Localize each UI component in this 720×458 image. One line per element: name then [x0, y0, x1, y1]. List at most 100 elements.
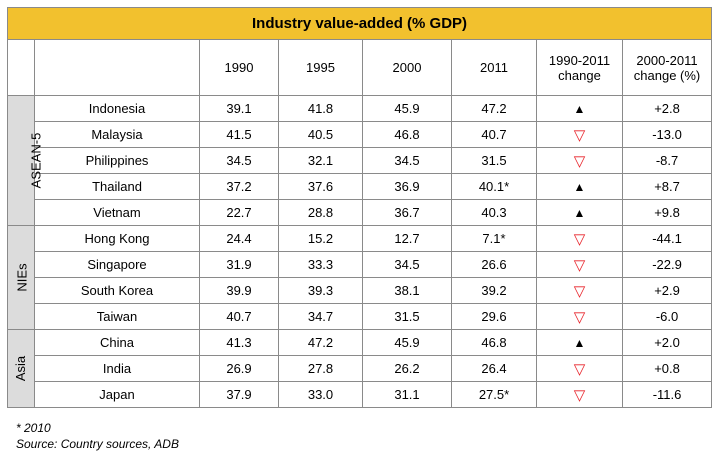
table-row: Asia China 41.3 47.2 45.9 46.8 ▲ +2.0	[7, 329, 713, 408]
down-triangle-icon: ▽	[536, 251, 623, 278]
down-triangle-icon: ▽	[536, 121, 623, 148]
value-cell: 24.4	[199, 225, 279, 252]
value-cell: 36.7	[362, 199, 452, 226]
value-cell: 34.7	[278, 303, 363, 330]
up-triangle-icon: ▲	[536, 95, 623, 122]
country-cell: Vietnam	[34, 199, 200, 226]
country-cell: Japan	[34, 381, 200, 408]
country-cell: India	[34, 355, 200, 382]
header-row: 1990 1995 2000 2011 1990-2011 change 200…	[7, 39, 713, 96]
column-header: 2000	[362, 39, 452, 96]
value-cell: 40.5	[278, 121, 363, 148]
country-cell: Malaysia	[34, 121, 200, 148]
table-row: India 26.9 27.8 26.2 26.4 ▽ +0.8	[8, 355, 713, 382]
country-cell: Singapore	[34, 251, 200, 278]
value-cell: 31.5	[362, 303, 452, 330]
value-cell: 39.3	[278, 277, 363, 304]
down-triangle-icon: ▽	[536, 147, 623, 174]
column-header: 1995	[278, 39, 363, 96]
value-cell: 27.8	[278, 355, 363, 382]
country-cell: Philippines	[34, 147, 200, 174]
value-cell: 40.3	[451, 199, 537, 226]
table-row: South Korea 39.9 39.3 38.1 39.2 ▽ +2.9	[8, 277, 713, 304]
group-cell: NIEs	[7, 225, 35, 330]
column-header: 1990	[199, 39, 279, 96]
value-cell: 31.9	[199, 251, 279, 278]
header-blank	[34, 39, 200, 96]
up-triangle-icon: ▲	[536, 199, 623, 226]
table-row: Philippines 34.5 32.1 34.5 31.5 ▽ -8.7	[8, 147, 713, 174]
value-cell: 22.7	[199, 199, 279, 226]
table-row: Thailand 37.2 37.6 36.9 40.1* ▲ +8.7	[8, 173, 713, 200]
value-cell: 31.1	[362, 381, 452, 408]
table-row: Singapore 31.9 33.3 34.5 26.6 ▽ -22.9	[8, 251, 713, 278]
value-cell: 45.9	[362, 329, 452, 356]
value-cell: 31.5	[451, 147, 537, 174]
down-triangle-icon: ▽	[536, 355, 623, 382]
value-cell: 27.5*	[451, 381, 537, 408]
value-cell: 47.2	[278, 329, 363, 356]
up-triangle-icon: ▲	[536, 173, 623, 200]
value-cell: 34.5	[199, 147, 279, 174]
group-label: NIEs	[14, 263, 30, 292]
value-cell: 36.9	[362, 173, 452, 200]
value-cell: 46.8	[451, 329, 537, 356]
change-cell: +2.0	[621, 329, 713, 356]
value-cell: 39.2	[451, 277, 537, 304]
value-cell: 41.5	[199, 121, 279, 148]
footnote-note: * 2010	[16, 421, 51, 435]
change-cell: +2.9	[621, 277, 713, 304]
table-row: Taiwan 40.7 34.7 31.5 29.6 ▽ -6.0	[8, 303, 713, 330]
group-label: ASEAN-5	[28, 132, 44, 189]
down-triangle-icon: ▽	[536, 225, 623, 252]
value-cell: 7.1*	[451, 225, 537, 252]
value-cell: 34.5	[362, 147, 452, 174]
value-cell: 39.9	[199, 277, 279, 304]
industry-table: Industry value-added (% GDP) 1990 1995 2…	[6, 7, 713, 408]
header-blank	[7, 39, 35, 96]
value-cell: 33.3	[278, 251, 363, 278]
change-cell: -6.0	[621, 303, 713, 330]
value-cell: 40.1*	[451, 173, 537, 200]
value-cell: 26.9	[199, 355, 279, 382]
column-header: 1990-2011 change	[536, 39, 623, 96]
column-header: 2011	[451, 39, 537, 96]
value-cell: 47.2	[451, 95, 537, 122]
column-header: 2000-2011 change (%)	[621, 39, 713, 96]
change-cell: -22.9	[621, 251, 713, 278]
value-cell: 37.2	[199, 173, 279, 200]
table-row: Malaysia 41.5 40.5 46.8 40.7 ▽ -13.0	[8, 121, 713, 148]
value-cell: 37.9	[199, 381, 279, 408]
value-cell: 40.7	[451, 121, 537, 148]
country-cell: Indonesia	[34, 95, 200, 122]
country-cell: South Korea	[34, 277, 200, 304]
footnote: * 2010 Source: Country sources, ADB	[16, 420, 179, 452]
value-cell: 39.1	[199, 95, 279, 122]
value-cell: 33.0	[278, 381, 363, 408]
change-cell: -8.7	[621, 147, 713, 174]
group-cell: Asia	[7, 329, 35, 408]
value-cell: 28.8	[278, 199, 363, 226]
group-cell: ASEAN-5	[7, 95, 43, 226]
value-cell: 46.8	[362, 121, 452, 148]
value-cell: 45.9	[362, 95, 452, 122]
change-cell: -13.0	[621, 121, 713, 148]
down-triangle-icon: ▽	[536, 303, 623, 330]
table-body: ASEAN-5 Indonesia 39.1 41.8 45.9 47.2 ▲ +2.8 Mal…	[7, 95, 713, 408]
value-cell: 37.6	[278, 173, 363, 200]
value-cell: 34.5	[362, 251, 452, 278]
value-cell: 41.8	[278, 95, 363, 122]
value-cell: 32.1	[278, 147, 363, 174]
value-cell: 12.7	[362, 225, 452, 252]
down-triangle-icon: ▽	[536, 381, 623, 408]
table-row: Vietnam 22.7 28.8 36.7 40.3 ▲ +9.8	[8, 199, 713, 226]
country-cell: Thailand	[34, 173, 200, 200]
table-title: Industry value-added (% GDP)	[6, 7, 713, 40]
table-row: NIEs Hong Kong 24.4 15.2 12.7 7.1* ▽ -44.1	[7, 225, 713, 330]
change-cell: -11.6	[621, 381, 713, 408]
value-cell: 26.2	[362, 355, 452, 382]
change-cell: +0.8	[621, 355, 713, 382]
change-cell: +8.7	[621, 173, 713, 200]
change-cell: -44.1	[621, 225, 713, 252]
value-cell: 38.1	[362, 277, 452, 304]
